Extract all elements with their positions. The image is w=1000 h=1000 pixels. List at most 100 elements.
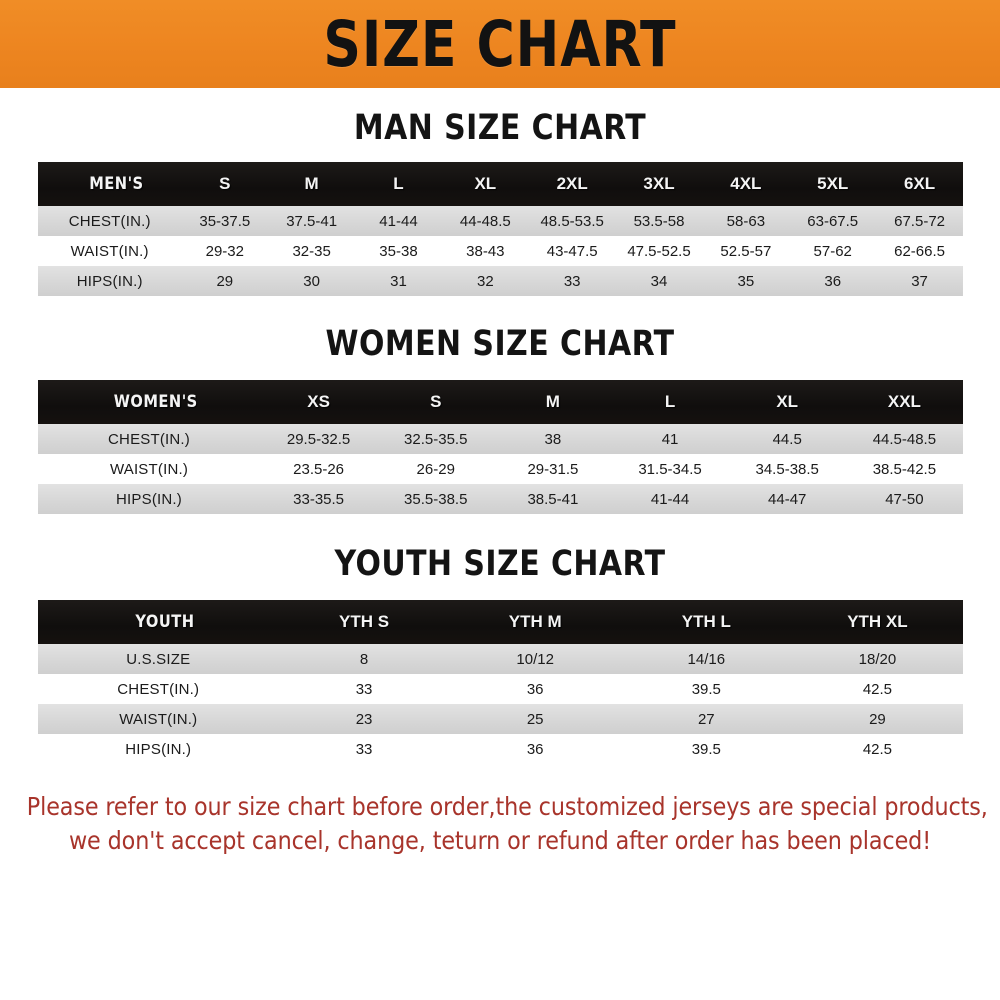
cell-value: 14/16 bbox=[687, 650, 726, 668]
cell-value: 39.5 bbox=[691, 680, 721, 698]
cell-value: 23 bbox=[355, 710, 373, 728]
cell-value: 27 bbox=[697, 710, 715, 728]
size-table-men-s: MEN'S S M L XL 2XL 3XL 4XL 5XL 6XL CHEST(IN.) 35-37… bbox=[38, 162, 963, 296]
table-row: HIPS(IN.) 33-35.5 35.5-38.5 38.5-41 41-44 44-… bbox=[38, 484, 963, 514]
row-label-waist-in: WAIST(IN.) bbox=[70, 242, 149, 260]
cell-value: 35-37.5 bbox=[199, 212, 251, 230]
table-row: WAIST(IN.) 29-32 32-35 35-38 38-43 43-47.5 47.… bbox=[38, 236, 963, 266]
cell-value: 67.5-72 bbox=[894, 212, 945, 230]
cell-value: 23.5-26 bbox=[293, 460, 345, 478]
table-header-row: MEN'S S M L XL 2XL 3XL 4XL 5XL 6XL bbox=[38, 162, 963, 206]
cell-value: 43-47.5 bbox=[546, 242, 598, 260]
cell-value: 10/12 bbox=[516, 650, 554, 668]
row-label-chest-in: CHEST(IN.) bbox=[117, 680, 200, 698]
column-header-xl: XL bbox=[474, 174, 497, 193]
table-corner-label: YOUTH bbox=[135, 612, 195, 632]
row-label-hips-in: HIPS(IN.) bbox=[116, 490, 182, 508]
column-header-6xl: 6XL bbox=[903, 174, 936, 193]
cell-value: 34 bbox=[650, 272, 668, 290]
cell-value: 32 bbox=[476, 272, 494, 290]
page-banner: SIZE CHART bbox=[0, 0, 1000, 88]
cell-value: 41 bbox=[661, 430, 679, 448]
row-label-chest-in: CHEST(IN.) bbox=[108, 430, 190, 448]
cell-value: 36 bbox=[526, 680, 544, 698]
column-header-l: L bbox=[664, 392, 676, 411]
column-header-yth-s: YTH S bbox=[339, 612, 390, 631]
cell-value: 52.5-57 bbox=[720, 242, 772, 260]
size-table-youth: YOUTH YTH S YTH M YTH L YTH XL U.S.SIZE 8 10/12… bbox=[38, 600, 963, 764]
table-row: CHEST(IN.) 33 36 39.5 42.5 bbox=[38, 674, 963, 704]
row-label-hips-in: HIPS(IN.) bbox=[125, 740, 192, 758]
footer-line-1: Please refer to our size chart before or… bbox=[26, 792, 988, 821]
column-header-s: S bbox=[219, 174, 231, 193]
table-row: CHEST(IN.) 29.5-32.5 32.5-35.5 38 41 44.5 44.5… bbox=[38, 424, 963, 454]
column-header-m: M bbox=[304, 174, 319, 193]
cell-value: 47.5-52.5 bbox=[627, 242, 691, 260]
cell-value: 38-43 bbox=[466, 242, 505, 260]
cell-value: 35.5-38.5 bbox=[404, 490, 468, 508]
table-wrapper-youth: YOUTH YTH S YTH M YTH L YTH XL U.S.SIZE 8 10/12… bbox=[38, 600, 963, 764]
cell-value: 36 bbox=[526, 740, 544, 758]
cell-value: 35-38 bbox=[379, 242, 418, 260]
row-label-waist-in: WAIST(IN.) bbox=[109, 460, 189, 478]
cell-value: 42.5 bbox=[862, 740, 893, 758]
table-corner-label: MEN'S bbox=[89, 174, 144, 194]
column-header-m: M bbox=[545, 392, 560, 411]
cell-value: 26-29 bbox=[416, 460, 455, 478]
row-label-u-s-size: U.S.SIZE bbox=[126, 650, 191, 668]
cell-value: 38.5-41 bbox=[527, 490, 579, 508]
column-header-5xl: 5XL bbox=[817, 174, 849, 193]
table-row: U.S.SIZE 8 10/12 14/16 18/20 bbox=[38, 644, 963, 674]
cell-value: 39.5 bbox=[691, 740, 721, 758]
column-header-4xl: 4XL bbox=[730, 174, 762, 193]
cell-value: 33 bbox=[563, 272, 581, 290]
cell-value: 31 bbox=[390, 272, 407, 290]
cell-value: 30 bbox=[303, 272, 320, 290]
section-title-men-s: MAN SIZE CHART bbox=[353, 108, 647, 148]
cell-value: 44-48.5 bbox=[459, 212, 511, 230]
size-section-youth: YOUTH SIZE CHART YOUTH YTH S YTH M YTH L YTH … bbox=[0, 544, 1000, 764]
cell-value: 38.5-42.5 bbox=[872, 460, 937, 478]
column-header-yth-xl: YTH XL bbox=[847, 612, 908, 631]
cell-value: 35 bbox=[737, 272, 755, 290]
cell-value: 34.5-38.5 bbox=[755, 460, 819, 478]
table-row: HIPS(IN.) 33 36 39.5 42.5 bbox=[38, 734, 963, 764]
cell-value: 53.5-58 bbox=[633, 212, 685, 230]
column-header-s: S bbox=[430, 392, 442, 411]
column-header-xxl: XXL bbox=[887, 392, 921, 411]
cell-value: 29.5-32.5 bbox=[286, 430, 351, 448]
cell-value: 62-66.5 bbox=[894, 242, 945, 260]
size-chart-sections: MAN SIZE CHART MEN'S S M L XL 2XL 3XL 4XL 5XL 6XL C… bbox=[0, 108, 1000, 764]
cell-value: 37 bbox=[911, 272, 928, 290]
table-row: HIPS(IN.) 29 30 31 32 33 34 35 36 37 bbox=[38, 266, 963, 296]
cell-value: 33 bbox=[355, 740, 373, 758]
cell-value: 37.5-41 bbox=[286, 212, 338, 230]
table-row: WAIST(IN.) 23 25 27 29 bbox=[38, 704, 963, 734]
cell-value: 38 bbox=[544, 430, 562, 448]
table-row: WAIST(IN.) 23.5-26 26-29 29-31.5 31.5-34.5 34… bbox=[38, 454, 963, 484]
table-wrapper-men-s: MEN'S S M L XL 2XL 3XL 4XL 5XL 6XL CHEST(IN.) 35-37… bbox=[38, 162, 963, 296]
cell-value: 33 bbox=[355, 680, 373, 698]
column-header-xl: XL bbox=[776, 392, 799, 411]
cell-value: 32-35 bbox=[292, 242, 331, 260]
table-wrapper-women-s: WOMEN'S XS S M L XL XXL CHEST(IN.) 29.5-32.5 32.5… bbox=[38, 380, 963, 514]
cell-value: 29 bbox=[869, 710, 886, 728]
cell-value: 8 bbox=[359, 650, 369, 668]
column-header-l: L bbox=[393, 174, 404, 193]
cell-value: 42.5 bbox=[862, 680, 893, 698]
section-title-women-s: WOMEN SIZE CHART bbox=[325, 324, 675, 364]
cell-value: 44.5 bbox=[772, 430, 802, 448]
size-table-women-s: WOMEN'S XS S M L XL XXL CHEST(IN.) 29.5-32.5 32.5… bbox=[38, 380, 963, 514]
section-title-youth: YOUTH SIZE CHART bbox=[334, 544, 666, 584]
cell-value: 41-44 bbox=[379, 212, 418, 230]
cell-value: 33-35.5 bbox=[293, 490, 345, 508]
cell-value: 29-31.5 bbox=[527, 460, 579, 478]
cell-value: 36 bbox=[824, 272, 842, 290]
column-header-3xl: 3XL bbox=[643, 174, 675, 193]
table-row: CHEST(IN.) 35-37.5 37.5-41 41-44 44-48.5 48.5… bbox=[38, 206, 963, 236]
column-header-yth-m: YTH M bbox=[508, 612, 562, 631]
page-title: SIZE CHART bbox=[323, 7, 677, 81]
column-header-yth-l: YTH L bbox=[681, 612, 731, 631]
row-label-chest-in: CHEST(IN.) bbox=[68, 212, 151, 230]
